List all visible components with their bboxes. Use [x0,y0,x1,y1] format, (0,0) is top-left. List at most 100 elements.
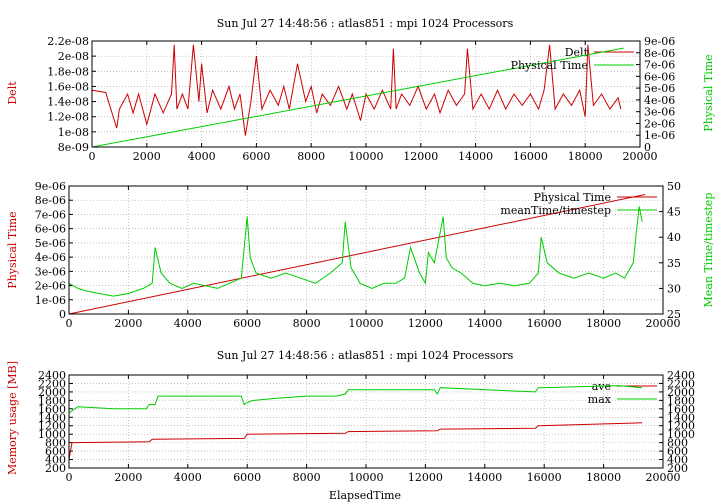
x-tick-label: 18000 [586,317,621,330]
y2-tick-label: 4e-06 [644,94,675,107]
y-tick-label: 6e-06 [35,223,66,236]
y2-tick-label: 45 [667,206,681,219]
y-tick-label: 4e-06 [35,251,66,264]
plot-frame [68,185,664,315]
series-line-0 [91,44,622,136]
y2-tick-label: 2000 [667,386,695,399]
x-tick-label: 10000 [349,150,384,163]
y-tick-label: 0 [59,308,66,321]
series-line-1 [68,206,643,297]
x-tick-label: 0 [66,471,73,484]
y2-tick-label: 25 [667,308,681,321]
y-tick-label: 2400 [38,369,66,382]
x-tick-label: 14000 [458,150,493,163]
x-tick-label: 18000 [568,150,603,163]
y2-tick-label: 600 [667,445,688,458]
x-tick-label: 10000 [349,471,384,484]
y2-tick-label: 2400 [667,369,695,382]
x-tick-label: 8000 [293,317,321,330]
x-tick-label: 2000 [114,317,142,330]
y2-tick-label: 40 [667,231,681,244]
y2-tick-label: 400 [667,454,688,467]
y2-tick-label: 6e-06 [644,70,675,83]
legend-label: meanTime/timestep [500,204,611,217]
x-tick-label: 4000 [188,150,216,163]
x-tick-label: 16000 [527,317,562,330]
chart-memory-usage: Sun Jul 27 14:48:56 : atlas851 : mpi 102… [6,349,695,502]
y-axis-label: Memory usage [MB] [6,361,19,475]
y-tick-label: 400 [45,454,66,467]
y2-tick-label: 50 [667,180,681,193]
y2-tick-label: 800 [667,437,688,450]
x-tick-label: 14000 [467,471,502,484]
y-tick-label: 1.8e-08 [47,65,89,78]
series-line-0 [68,194,646,315]
x-tick-label: 16000 [513,150,548,163]
y2-tick-label: 7e-06 [644,59,675,72]
y-tick-label: 2e-06 [35,280,66,293]
y-tick-label: 1.4e-08 [47,96,89,109]
y-tick-label: 8e-06 [35,194,66,207]
x-tick-label: 2000 [133,150,161,163]
y2-tick-label: 2e-06 [644,117,675,130]
y-tick-label: 1.2e-08 [47,111,89,124]
y-tick-label: 2000 [38,386,66,399]
y-tick-label: 5e-06 [35,237,66,250]
x-tick-label: 12000 [408,317,443,330]
legend-label: Physical Time [511,59,588,72]
y2-tick-label: 3e-06 [644,106,675,119]
x-tick-label: 6000 [242,150,270,163]
x-tick-label: 8000 [297,150,325,163]
x-tick-label: 8000 [293,471,321,484]
y-axis-label: Delt [6,81,19,105]
x-tick-label: 16000 [527,471,562,484]
y2-tick-label: 35 [667,257,681,270]
x-tick-label: 4000 [174,317,202,330]
chart-delt-physical-time: Sun Jul 27 14:48:56 : atlas851 : mpi 102… [6,17,715,163]
y2-tick-label: 200 [667,462,688,475]
x-tick-label: 4000 [174,471,202,484]
y-tick-label: 1200 [38,420,66,433]
y-tick-label: 800 [45,437,66,450]
y-tick-label: 2.2e-08 [47,35,89,48]
y2-tick-label: 30 [667,282,681,295]
x-tick-label: 20000 [646,471,681,484]
series-line-1 [68,385,643,414]
legend-label: max [588,393,612,406]
x-tick-label: 10000 [349,317,384,330]
y-tick-label: 200 [45,462,66,475]
y2-tick-label: 5e-06 [644,82,675,95]
y2-tick-label: 8e-06 [644,47,675,60]
x-tick-label: 12000 [403,150,438,163]
y-tick-label: 600 [45,445,66,458]
y-tick-label: 1800 [38,394,66,407]
y2-tick-label: 2200 [667,377,695,390]
y-tick-label: 1400 [38,411,66,424]
series-line-0 [68,422,643,460]
legend-label: Physical Time [534,191,611,204]
x-tick-label: 20000 [646,317,681,330]
plot-frame [91,40,641,148]
y2-tick-label: 1400 [667,411,695,424]
y-tick-label: 2e-08 [58,50,89,63]
y-tick-label: 1.6e-08 [47,80,89,93]
y2-axis-label: Mean Time/timestep [702,193,715,308]
y-tick-label: 1e-06 [35,294,66,307]
y2-tick-label: 1000 [667,428,695,441]
x-tick-label: 0 [66,317,73,330]
y2-tick-label: 0 [644,141,651,154]
plot-frame [68,374,664,469]
y2-tick-label: 9e-06 [644,35,675,48]
x-tick-label: 6000 [233,471,261,484]
chart-physical-time-mean-time: Physical Time Mean Time/timestep 0 2000 40… [6,180,715,330]
x-tick-label: 6000 [233,317,261,330]
y-tick-label: 2200 [38,377,66,390]
x-axis-label: ElapsedTime [329,489,401,502]
y2-tick-label: 1800 [667,394,695,407]
x-tick-label: 2000 [114,471,142,484]
series-line-1 [91,47,624,148]
x-tick-label: 20000 [623,150,658,163]
y-tick-label: 7e-06 [35,208,66,221]
x-tick-label: 0 [89,150,96,163]
